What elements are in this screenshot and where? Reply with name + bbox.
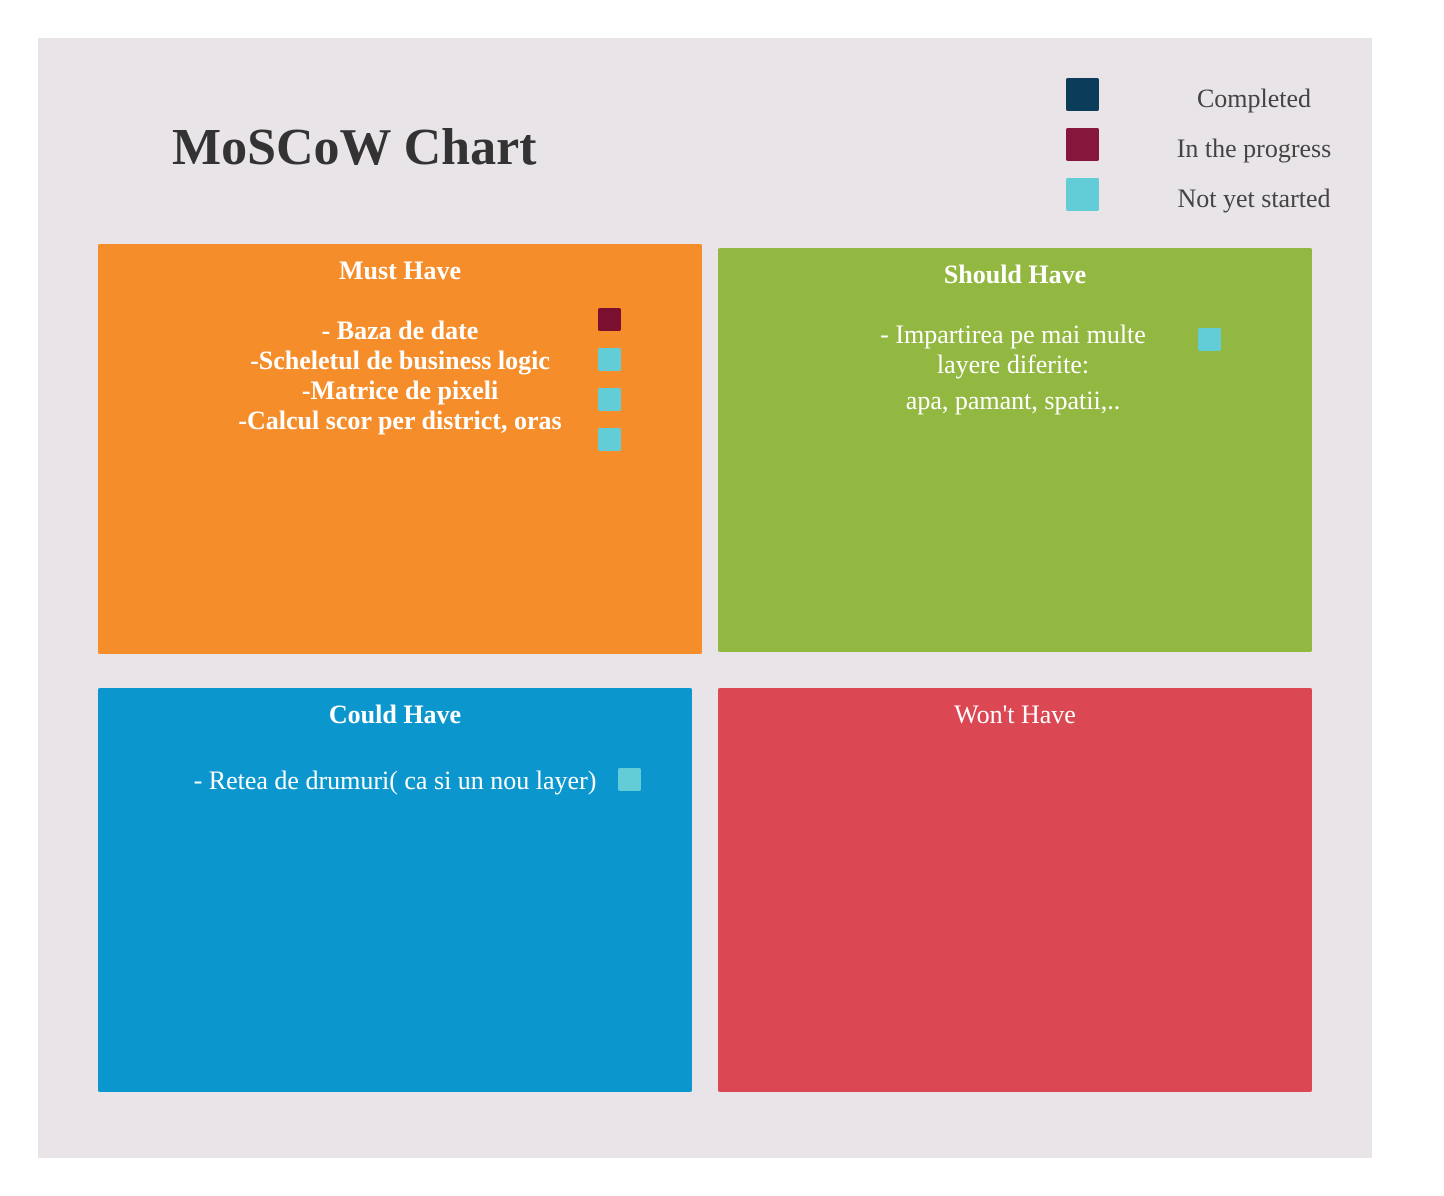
- could-item-1: - Retea de drumuri( ca si un nou layer): [193, 766, 597, 795]
- legend-label-completed: Completed: [1196, 84, 1312, 113]
- could-have-title: Could Have: [328, 700, 462, 729]
- moscow-canvas: MoSCoW Chart Completed In the progress N…: [38, 38, 1372, 1158]
- should-item-2: layere diferite:: [936, 350, 1090, 379]
- must-have-box: Must Have - Baza de date -Scheletul de b…: [98, 244, 702, 654]
- legend-swatch-not-started: [1066, 178, 1099, 211]
- legend-swatch-completed: [1066, 78, 1099, 111]
- status-square-not-started: [598, 428, 621, 451]
- status-square-not-started: [618, 768, 641, 791]
- page-title: MoSCoW Chart: [172, 119, 537, 176]
- status-square-not-started: [598, 388, 621, 411]
- must-have-title: Must Have: [338, 256, 462, 285]
- status-square-in-progress: [598, 308, 621, 331]
- status-square-not-started: [598, 348, 621, 371]
- should-have-box: Should Have - Impartirea pe mai multe la…: [718, 248, 1312, 652]
- legend-label-not-started: Not yet started: [1177, 184, 1331, 213]
- should-have-title: Should Have: [943, 260, 1087, 289]
- should-item-1: - Impartirea pe mai multe: [880, 320, 1146, 349]
- could-have-box: Could Have - Retea de drumuri( ca si un …: [98, 688, 692, 1092]
- legend-swatch-in-progress: [1066, 128, 1099, 161]
- status-square-not-started: [1198, 328, 1221, 351]
- must-item-3: -Matrice de pixeli: [301, 376, 499, 405]
- must-item-2: -Scheletul de business logic: [250, 346, 550, 375]
- wont-have-box: Won't Have: [718, 688, 1312, 1092]
- must-item-4: -Calcul scor per district, oras: [238, 406, 562, 435]
- should-item-3: apa, pamant, spatii,..: [905, 386, 1121, 415]
- must-item-1: - Baza de date: [321, 316, 479, 345]
- legend-label-in-progress: In the progress: [1176, 134, 1332, 163]
- wont-have-title: Won't Have: [954, 700, 1076, 729]
